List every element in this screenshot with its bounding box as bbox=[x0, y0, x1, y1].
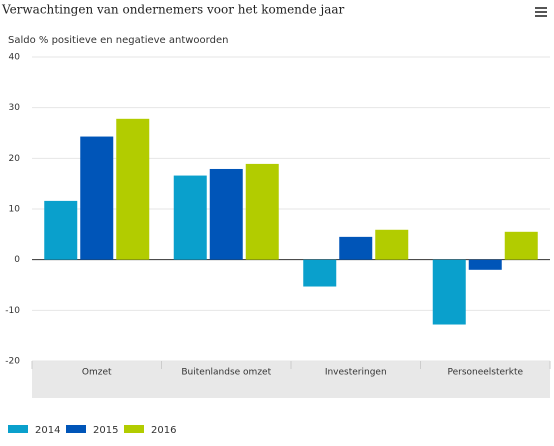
x-tick-label: Buitenlandse omzet bbox=[181, 368, 271, 378]
legend-swatch[interactable] bbox=[8, 425, 28, 433]
chart-subtitle: Saldo % positieve en negatieve antwoorde… bbox=[8, 35, 228, 46]
bar bbox=[245, 163, 279, 260]
x-tick-label: Investeringen bbox=[325, 368, 387, 378]
y-tick-label: -20 bbox=[5, 357, 20, 367]
y-tick-label: 20 bbox=[9, 154, 21, 164]
legend-swatch[interactable] bbox=[124, 425, 144, 433]
bar bbox=[80, 136, 114, 260]
y-tick-label: -10 bbox=[5, 306, 20, 316]
bar bbox=[375, 229, 409, 260]
bar bbox=[504, 231, 538, 260]
bar bbox=[432, 259, 466, 325]
y-tick-label: 30 bbox=[9, 103, 21, 113]
legend-label[interactable]: 2016 bbox=[151, 425, 176, 436]
bar bbox=[468, 259, 502, 270]
y-tick-label: 0 bbox=[14, 255, 20, 265]
bar bbox=[339, 236, 373, 260]
bar bbox=[303, 259, 337, 287]
bar bbox=[44, 200, 78, 260]
legend-label[interactable]: 2014 bbox=[35, 425, 60, 436]
x-tick-label: Personeelsterkte bbox=[447, 368, 523, 378]
menu-icon[interactable] bbox=[535, 7, 547, 17]
y-tick-label: 10 bbox=[9, 205, 21, 215]
bar bbox=[173, 175, 207, 260]
bar bbox=[116, 118, 150, 260]
x-tick-label: Omzet bbox=[82, 368, 112, 378]
legend-swatch[interactable] bbox=[66, 425, 86, 433]
bar bbox=[209, 168, 243, 260]
chart-title: Verwachtingen van ondernemers voor het k… bbox=[1, 3, 345, 17]
y-tick-label: 40 bbox=[9, 53, 21, 63]
legend-label[interactable]: 2015 bbox=[93, 425, 118, 436]
